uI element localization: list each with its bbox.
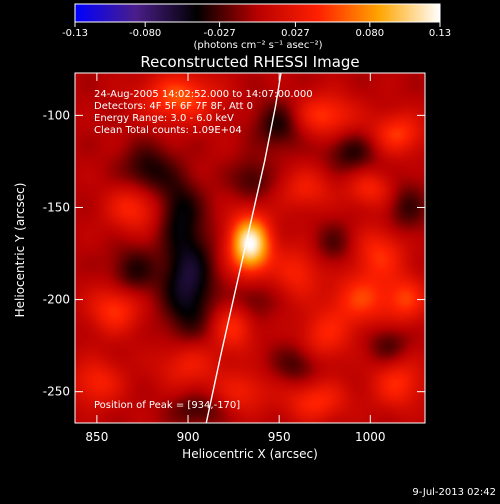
colorbar: -0.13 -0.080 -0.027 0.027 0.080 0.13 (photons… — [62, 3, 451, 51]
axis-ticks: 850 900 950 1000 -100 -150 -200 -250 — [43, 73, 425, 444]
heatmap-image — [75, 73, 425, 423]
annotation-counts: Clean Total counts: 1.09E+04 — [94, 125, 242, 136]
colorbar-scale — [74, 3, 441, 23]
annotation-detectors: Detectors: 4F 5F 6F 7F 8F, Att 0 — [94, 101, 253, 112]
footer-timestamp: 9-Jul-2013 02:42 — [412, 487, 496, 498]
x-tick-label: 1000 — [355, 430, 386, 444]
plot-frame — [74, 72, 426, 424]
colorbar-tick-label: 0.080 — [355, 28, 384, 39]
x-tick-label: 850 — [85, 430, 108, 444]
annotation-time: 24-Aug-2005 14:02:52.000 to 14:07:00.000 — [94, 89, 313, 100]
solar-limb-curve — [205, 72, 282, 424]
colorbar-tick-label: -0.080 — [129, 28, 161, 39]
colorbar-ticks: -0.13 -0.080 -0.027 0.027 0.080 0.13 — [62, 22, 451, 39]
colorbar-tick-label: -0.027 — [203, 28, 235, 39]
peak-position-label: Position of Peak = [934,-170] — [94, 400, 240, 411]
annotation-block: 24-Aug-2005 14:02:52.000 to 14:07:00.000… — [94, 89, 313, 136]
y-tick-label: -150 — [43, 200, 70, 214]
y-axis-label: Heliocentric Y (arcsec) — [13, 183, 27, 318]
colorbar-tick-label: -0.13 — [62, 28, 88, 39]
x-axis-label: Heliocentric X (arcsec) — [182, 447, 318, 461]
colorbar-units: (photons cm⁻² s⁻¹ asec⁻²) — [193, 40, 322, 51]
x-tick-label: 950 — [268, 430, 291, 444]
colorbar-tick-label: 0.027 — [281, 28, 310, 39]
annotation-energy: Energy Range: 3.0 - 6.0 keV — [94, 113, 234, 124]
colorbar-tick-label: 0.13 — [429, 28, 451, 39]
chart-title: Reconstructed RHESSI Image — [140, 53, 359, 71]
y-tick-label: -200 — [43, 293, 70, 307]
plot-area: 850 900 950 1000 -100 -150 -200 -250 24-Aug-200… — [43, 72, 426, 444]
x-tick-label: 900 — [177, 430, 200, 444]
y-tick-label: -100 — [43, 108, 70, 122]
y-tick-label: -250 — [43, 385, 70, 399]
